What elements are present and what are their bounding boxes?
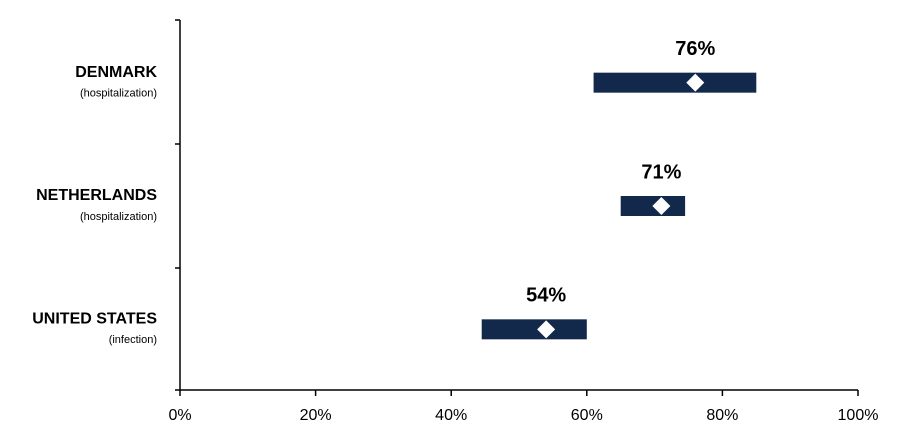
value-label: 54% xyxy=(526,285,566,307)
category-label: NETHERLANDS xyxy=(36,187,157,204)
x-tick-label: 40% xyxy=(435,407,467,424)
estimate-marker xyxy=(652,197,671,215)
estimate-marker xyxy=(686,73,705,92)
estimate-marker xyxy=(537,320,556,339)
x-tick-label: 20% xyxy=(300,407,332,424)
x-tick-label: 80% xyxy=(706,407,738,424)
x-tick-label: 60% xyxy=(571,407,603,424)
category-subtitle: (hospitalization) xyxy=(80,88,157,100)
category-label: UNITED STATES xyxy=(32,311,157,328)
category-subtitle: (infection) xyxy=(109,334,157,346)
x-tick-label: 100% xyxy=(838,407,879,424)
range-bar xyxy=(481,319,587,340)
range-bar xyxy=(593,72,757,93)
value-label: 76% xyxy=(675,38,715,60)
value-label: 71% xyxy=(641,161,681,183)
category-subtitle: (hospitalization) xyxy=(80,211,157,223)
category-label: DENMARK xyxy=(75,64,157,81)
x-tick-label: 0% xyxy=(168,407,191,424)
